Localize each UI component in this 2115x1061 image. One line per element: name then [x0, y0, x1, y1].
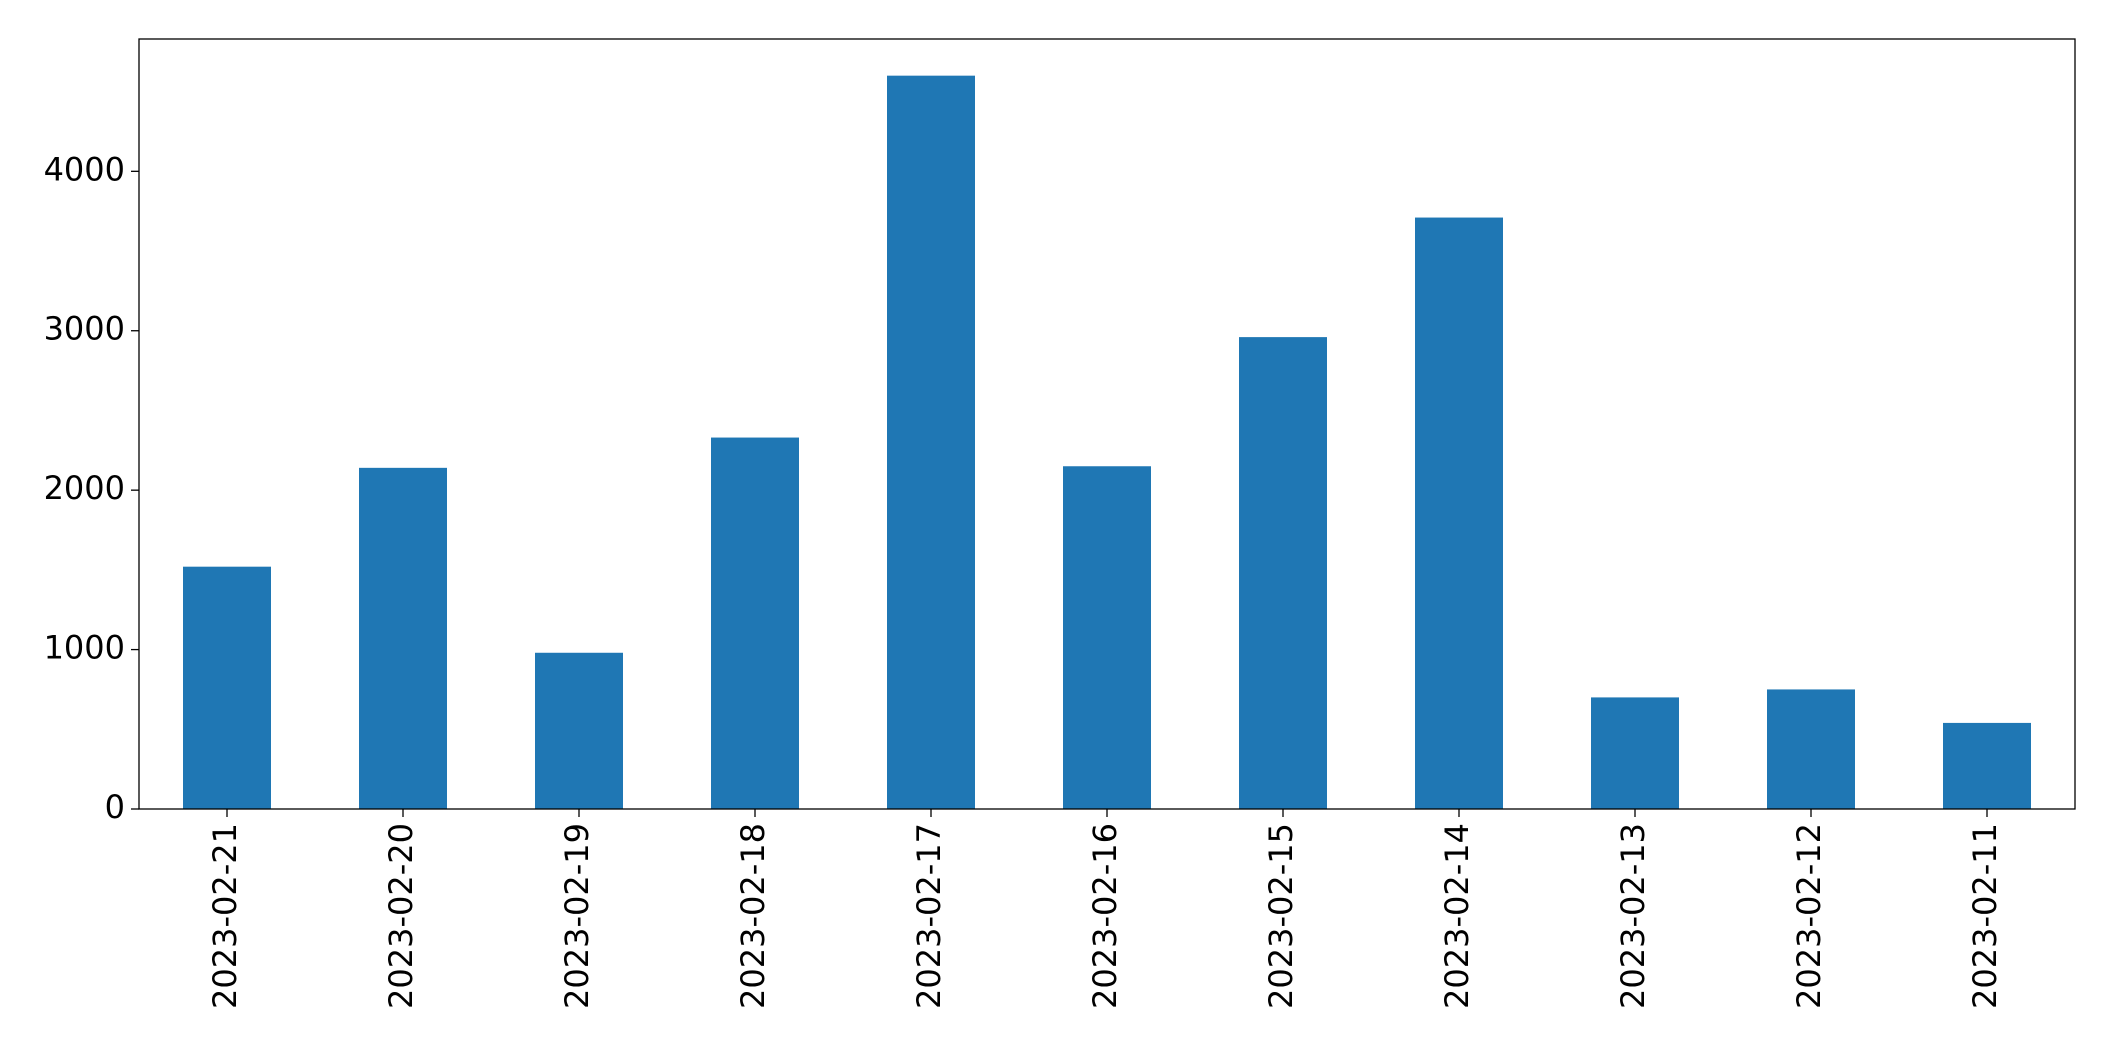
- x-tick-label: 2023-02-16: [1086, 823, 1124, 1009]
- bar: [535, 652, 623, 809]
- x-tick-label: 2023-02-14: [1438, 823, 1476, 1009]
- x-tick-label: 2023-02-18: [734, 823, 772, 1009]
- x-tick-label: 2023-02-12: [1790, 823, 1828, 1009]
- bar: [711, 437, 799, 809]
- x-tick-label: 2023-02-19: [558, 823, 596, 1009]
- bar: [1063, 466, 1151, 809]
- bar: [359, 467, 447, 809]
- x-tick-label: 2023-02-13: [1614, 823, 1652, 1009]
- bar: [1239, 337, 1327, 809]
- y-tick-label: 0: [105, 788, 125, 826]
- bar: [1767, 689, 1855, 809]
- x-tick-label: 2023-02-15: [1262, 823, 1300, 1009]
- bar: [183, 566, 271, 809]
- axes-frame: [138, 38, 2076, 810]
- bar: [1943, 722, 2031, 809]
- y-tick-label: 2000: [44, 469, 125, 507]
- bar: [1415, 217, 1503, 809]
- y-tick-label: 3000: [44, 310, 125, 348]
- bar: [887, 75, 975, 809]
- x-tick-label: 2023-02-17: [910, 823, 948, 1009]
- x-tick-label: 2023-02-11: [1966, 823, 2004, 1009]
- bar: [1591, 697, 1679, 809]
- x-tick-label: 2023-02-20: [382, 823, 420, 1009]
- x-tick-label: 2023-02-21: [206, 823, 244, 1009]
- y-tick-label: 1000: [44, 629, 125, 667]
- y-tick-label: 4000: [44, 150, 125, 188]
